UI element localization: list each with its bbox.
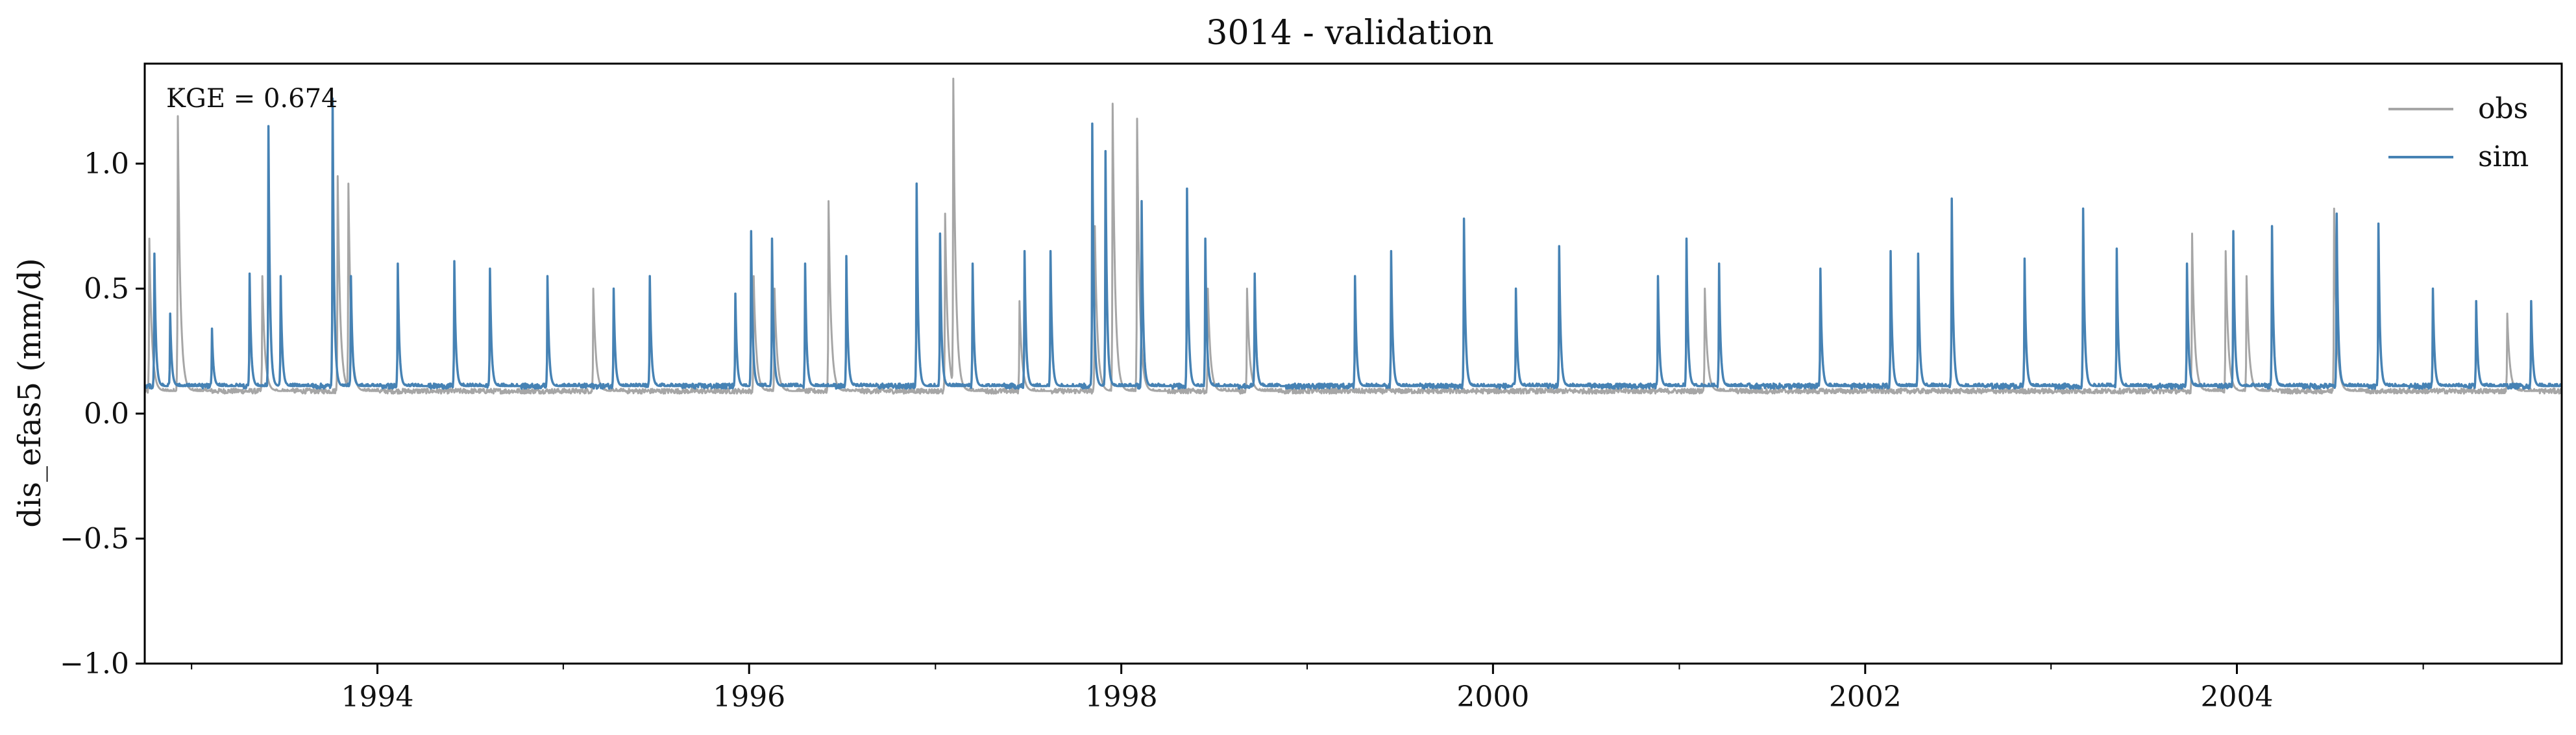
x-tick-label: 1998 xyxy=(1085,680,1158,714)
chart-title: 3014 - validation xyxy=(1206,14,1493,53)
series-line-sim xyxy=(145,97,2562,390)
legend-obs-label: obs xyxy=(2478,92,2528,125)
y-tick-label: 0.0 xyxy=(84,397,129,430)
y-tick-label: 0.5 xyxy=(84,273,129,306)
y-axis: −1.0 −0.5 0.0 0.5 1.0 xyxy=(60,147,145,680)
x-tick-label: 2000 xyxy=(1456,680,1529,714)
x-tick-label: 2004 xyxy=(2200,680,2273,714)
y-axis-label-group: dis_efas5 (mm/d) xyxy=(12,258,48,527)
x-tick-label: 1996 xyxy=(713,680,785,714)
legend-sim-label: sim xyxy=(2478,140,2529,173)
x-axis: 1994 1996 1998 2000 2002 2004 xyxy=(191,664,2424,714)
series-layer xyxy=(145,77,2562,395)
x-tick-label: 1994 xyxy=(341,680,414,714)
legend: obs sim xyxy=(2388,92,2529,173)
y-axis-label: dis_efas5 (mm/d) xyxy=(12,258,48,527)
y-tick-label: −1.0 xyxy=(60,647,129,680)
y-tick-label: 1.0 xyxy=(84,147,129,181)
y-tick-label: −0.5 xyxy=(60,523,129,556)
kge-annotation: KGE = 0.674 xyxy=(166,84,338,114)
plot-frame xyxy=(143,62,2563,665)
x-tick-label: 2002 xyxy=(1829,680,1902,714)
series-line-obs xyxy=(145,77,2562,395)
